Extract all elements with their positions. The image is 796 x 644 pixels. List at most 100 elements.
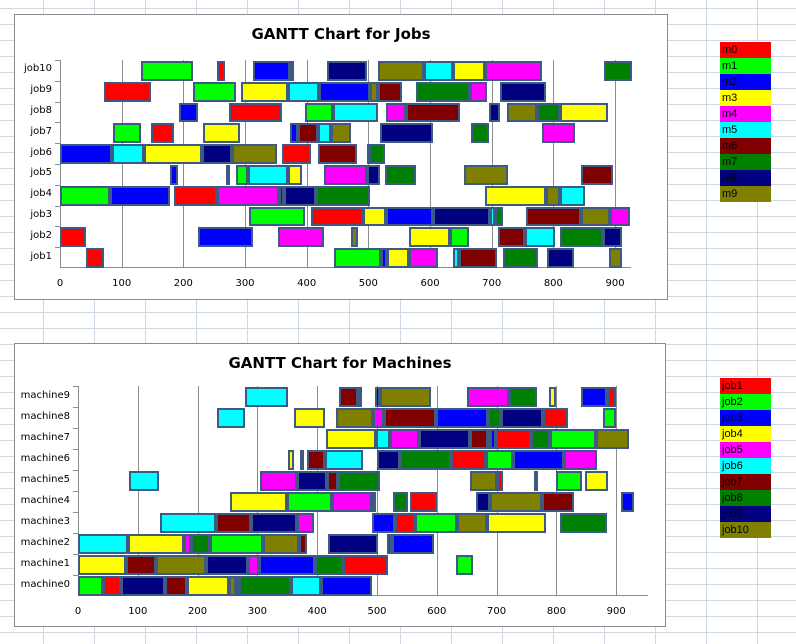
gantt-bar [560,102,609,123]
gantt-bar [201,144,233,164]
gantt-bar [169,165,178,185]
y-category-label: machine9 [20,389,70,401]
gantt-bar [103,81,152,102]
y-category-label: job4 [30,188,52,200]
gantt-bar [456,513,488,533]
gantt-bar [216,408,245,428]
gantt-bar [484,61,543,81]
gantt-bar [489,206,495,227]
x-tick-label: 800 [546,606,566,617]
gridline [430,60,432,268]
gantt-bar [323,165,368,185]
legend-item: m6 [720,138,771,154]
gantt-bar [603,61,632,81]
gantt-bar [372,492,377,512]
y-category-label: job1 [30,250,52,262]
gantt-bar [530,429,551,449]
y-tick [73,407,78,408]
y-tick [55,184,60,186]
gantt-bar [476,492,491,512]
machines-legend: m0 m1 m2 m3 m4 m5 m6 m7 m8 m9 [720,42,771,202]
gantt-bar [235,576,240,596]
gantt-bar [494,206,503,227]
gantt-bar [526,206,582,227]
gantt-bar [60,227,86,248]
gantt-bar [351,227,358,248]
gantt-bar [78,534,129,554]
gantt-bar [545,185,561,206]
gantt-bar [165,576,188,596]
gantt-bar [564,450,598,470]
gantt-bar [248,206,305,227]
gantt-bar [507,102,537,123]
gantt-bar [362,206,387,227]
gantt-bar [191,534,210,554]
jobs-gantt-chart: GANTT Chart for Jobs 0 100 200 300 400 500 600… [14,14,668,300]
y-tick [55,101,60,103]
gantt-bar [372,408,385,428]
gridline [197,386,199,596]
x-tick-label: 300 [247,606,267,617]
legend-item: job2 [720,394,771,410]
y-category-label: machine0 [20,578,70,590]
x-tick-label: 600 [427,606,447,617]
gantt-bar [259,555,315,575]
gantt-bar [299,534,308,554]
gantt-bar [459,248,498,268]
y-tick [55,205,60,207]
gantt-bar [378,81,403,102]
y-category-label: job7 [30,125,52,137]
x-tick-label: 0 [56,278,64,289]
gantt-bar [381,248,387,268]
x-tick-label: 100 [128,606,148,617]
gantt-bar [409,492,437,512]
y-category-label: job6 [30,146,52,158]
gantt-bar [245,387,288,407]
gantt-bar [502,248,538,268]
gantt-bar [542,492,574,512]
gantt-bar [296,471,327,491]
gantt-bar [375,387,380,407]
legend-item: m4 [720,106,771,122]
gantt-bar [450,450,487,470]
y-category-label: machine1 [20,557,70,569]
gantt-bar [581,165,614,185]
gantt-bar [390,429,419,449]
gantt-bar [128,534,185,554]
legend-item: m7 [720,154,771,170]
gantt-bar [392,492,409,512]
gantt-bar [386,534,392,554]
gantt-bar [333,102,379,123]
gantt-bar [490,429,496,449]
legend-item: job3 [720,410,771,426]
gantt-bar [247,555,260,575]
gridline [496,386,498,596]
gantt-bar [584,471,609,491]
x-tick-label: 100 [112,278,132,289]
y-tick [55,143,60,145]
gantt-bar [315,185,371,206]
gantt-bar [595,429,630,449]
gantt-bar [560,227,604,248]
y-tick [73,470,78,471]
chart-title: GANTT Chart for Jobs [251,25,431,43]
machines-gantt-chart: GANTT Chart for Machines 0 100 200 300 400 50… [14,343,666,627]
y-tick [55,80,60,82]
gantt-bar [466,387,509,407]
gantt-bar [423,61,453,81]
legend-item: m0 [720,42,771,58]
y-tick [55,226,60,228]
gantt-bar [433,206,490,227]
gridline [556,386,558,596]
x-tick-label: 200 [188,606,208,617]
y-tick [73,533,78,534]
gridline [183,60,185,268]
chart-title: GANTT Chart for Machines [228,354,452,372]
gantt-bar [386,102,406,123]
gantt-bar [610,206,630,227]
gantt-bar [229,576,236,596]
gantt-bar [250,513,297,533]
gantt-bar [379,387,431,407]
gantt-bar [391,534,434,554]
gantt-bar [385,165,416,185]
